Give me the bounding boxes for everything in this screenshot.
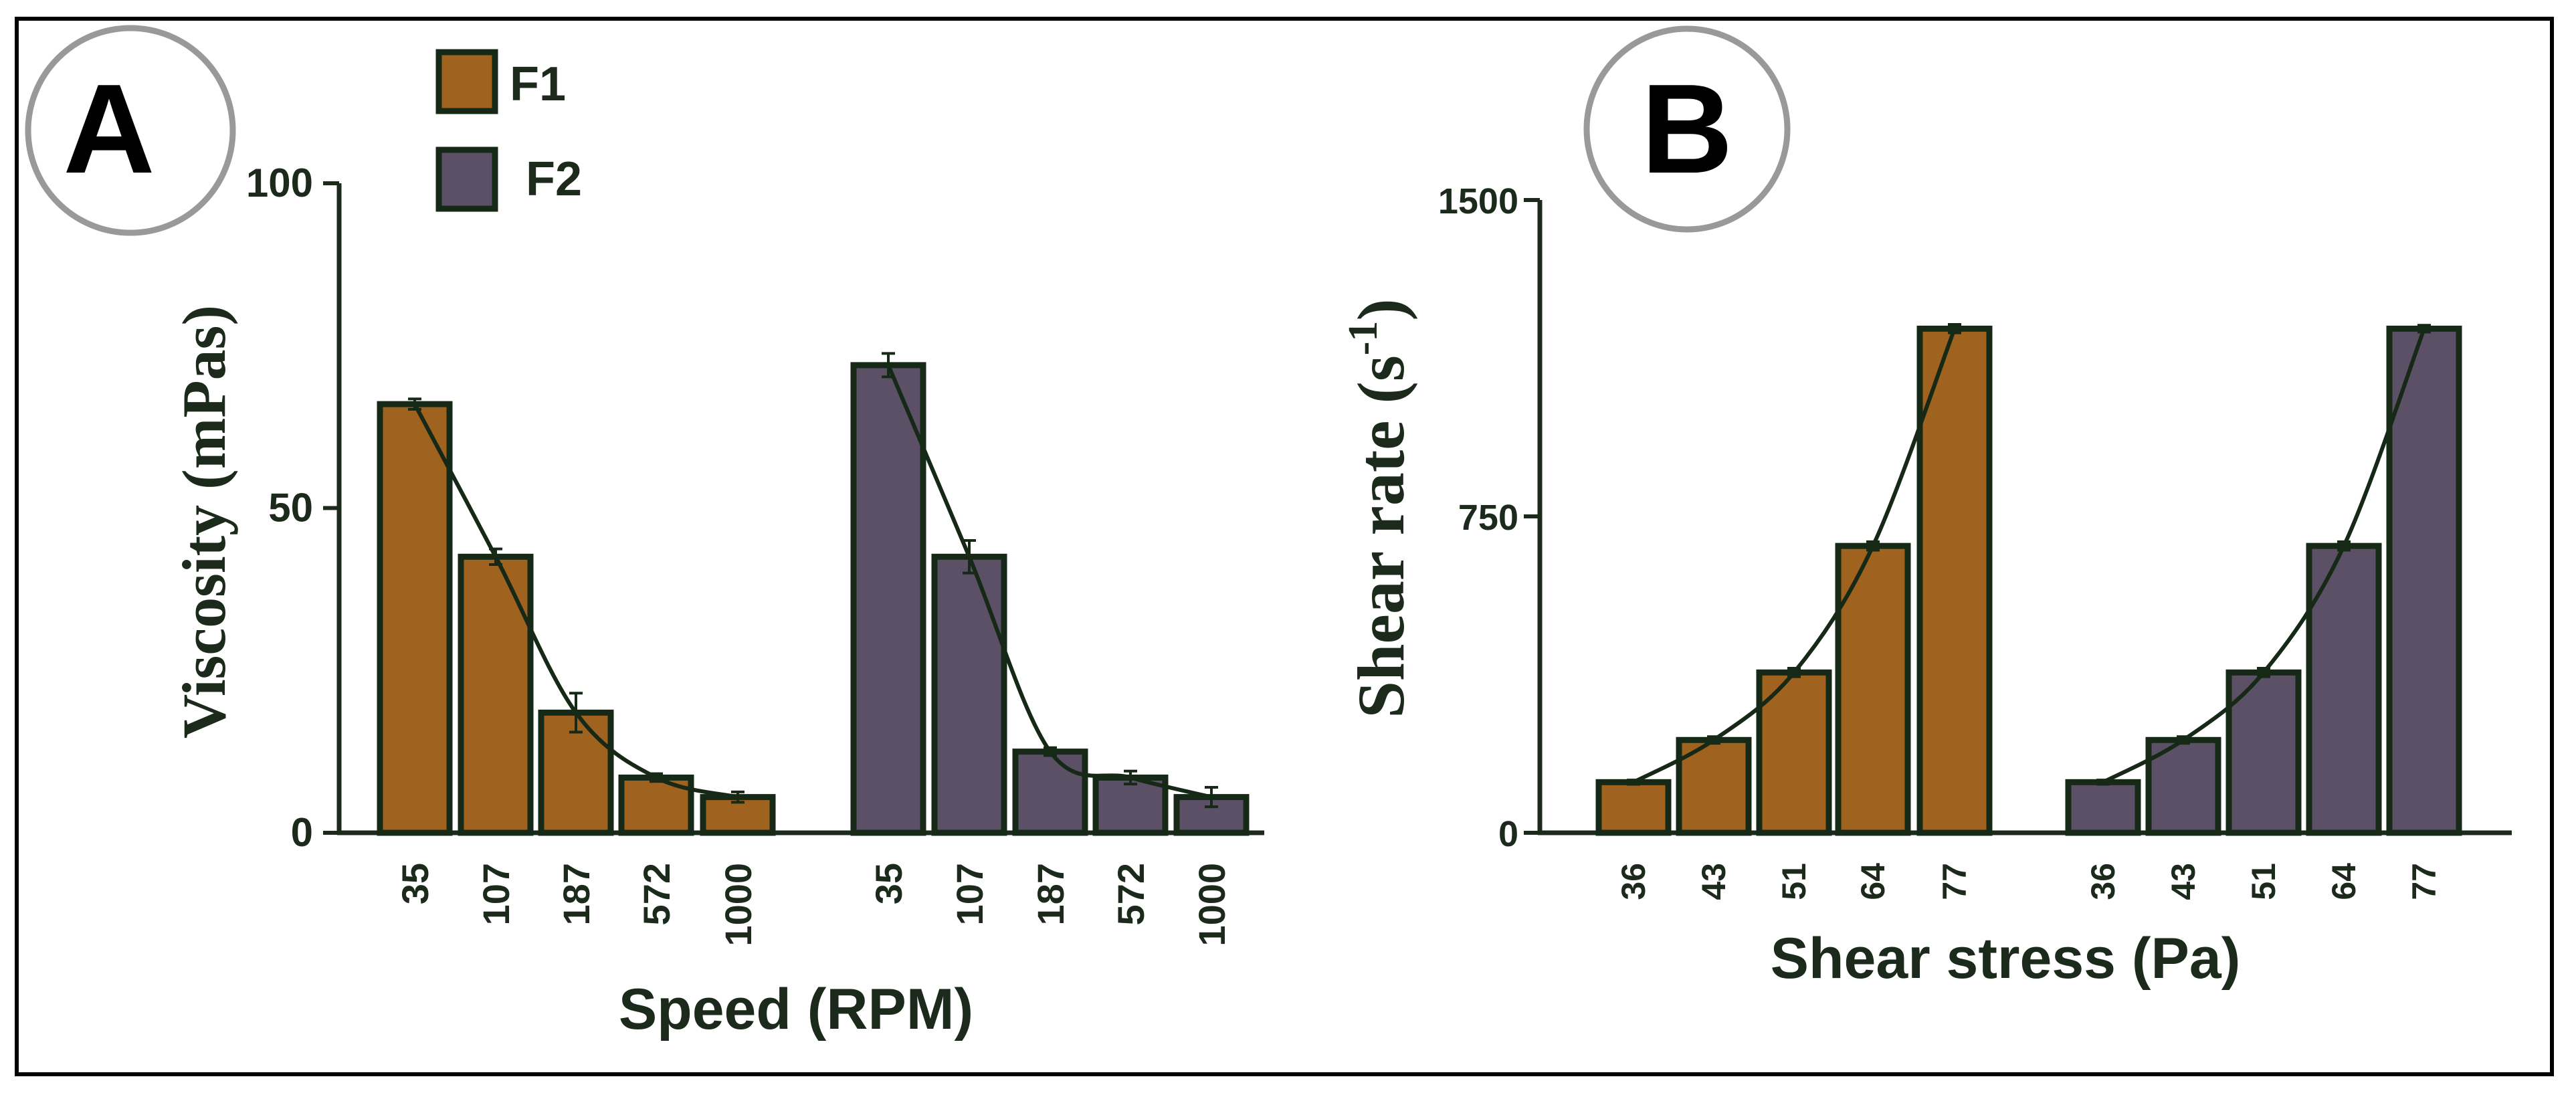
panel-a-y-title: Viscosity (mPas) [170, 305, 238, 738]
panel-b-xtick-label: 36 [2084, 863, 2122, 900]
legend-f2-swatch [435, 146, 498, 212]
panel-b-bar-f1-64 [1835, 542, 1911, 836]
legend-f1-label: F1 [510, 58, 566, 111]
panel-a-xtick-label: 572 [1110, 863, 1152, 925]
panel-b-ytick-label: 0 [1498, 814, 1518, 854]
panel-b-bar-f1-36 [1595, 779, 1672, 836]
panel-b-xtick-label: 77 [2405, 863, 2443, 900]
panel-a-xtick-label: 1000 [717, 863, 759, 947]
panel-a-letter: A [63, 58, 155, 200]
panel-b-xtick-label: 43 [2165, 863, 2202, 900]
panel-a-xtick-label: 1000 [1191, 863, 1233, 947]
panel-b-xtick-label: 77 [1936, 863, 1973, 900]
panel-b-xtick-label: 36 [1615, 863, 1652, 900]
panel-a-trend-line-f1 [413, 403, 738, 799]
panel-b-y-title-exponent: -1 [1341, 321, 1386, 356]
panel-b-badge [1583, 25, 1791, 233]
panel-b-y-title-close: ) [1344, 298, 1418, 320]
panel-a-ytick-label: 50 [268, 486, 313, 530]
legend-f2-label: F2 [526, 153, 582, 206]
panel-b-xtick-label: 43 [1695, 863, 1732, 900]
panel-b-y-title-main: Shear rate (s [1344, 355, 1418, 718]
panel-a-trend-line-f2 [886, 364, 1212, 799]
panel-a-xtick-label: 107 [475, 863, 517, 925]
panel-a-xtick-label: 35 [394, 863, 436, 904]
panel-a-bar-f1-35 [377, 401, 453, 836]
panel-a-bar-f1-107 [458, 553, 534, 836]
panel-a-xtick-label: 187 [555, 863, 597, 925]
panel-b-bar-f2-36 [2065, 779, 2141, 836]
panel-b-y-title: Shear rate (s-1) [1341, 298, 1418, 718]
panel-b-trend-line-f1 [1632, 328, 1957, 784]
panel-a-xtick-label: 35 [868, 863, 910, 904]
panel-a-ytick-label: 0 [291, 810, 313, 855]
panel-a-xtick-label: 572 [635, 863, 678, 925]
panel-a-bar-f2-572 [1092, 774, 1169, 836]
panel-b-xtick-label: 64 [1854, 863, 1892, 900]
panel-a-bar-f2-35 [850, 362, 926, 836]
panel-b-trend-line-f2 [2102, 328, 2426, 784]
panel-b-ytick-label: 1500 [1438, 181, 1518, 221]
panel-a-bar-f2-107 [931, 553, 1007, 836]
panel-b-bar-f1-77 [1916, 325, 1993, 836]
panel-a-bar-f2-187 [1012, 749, 1088, 836]
panel-b-xtick-label: 51 [2245, 863, 2282, 900]
panel-a-xtick-label: 187 [1029, 863, 1072, 925]
panel-b-letter: B [1641, 58, 1732, 200]
panel-b-ytick-label: 750 [1458, 498, 1518, 538]
panel-a-xtick-label: 107 [949, 863, 991, 925]
panel-a: A F1 F2 Viscosity (mPas) Speed (RPM) 0 50… [25, 25, 1264, 1041]
legend-f1-swatch [435, 49, 498, 114]
legend: F1 F2 [435, 49, 582, 212]
panel-b-xtick-label: 64 [2325, 863, 2363, 900]
panel-a-x-title: Speed (RPM) [619, 977, 973, 1041]
panel-b-xtick-label: 51 [1775, 863, 1813, 900]
panel-a-ytick-label: 100 [246, 161, 313, 205]
figure-frame [15, 17, 2554, 1076]
panel-a-badge [25, 25, 236, 236]
panel-b: B Shear rate (s-1) Shear stress (Pa) 0 75… [1341, 25, 2512, 991]
panel-b-x-title: Shear stress (Pa) [1771, 926, 2241, 991]
